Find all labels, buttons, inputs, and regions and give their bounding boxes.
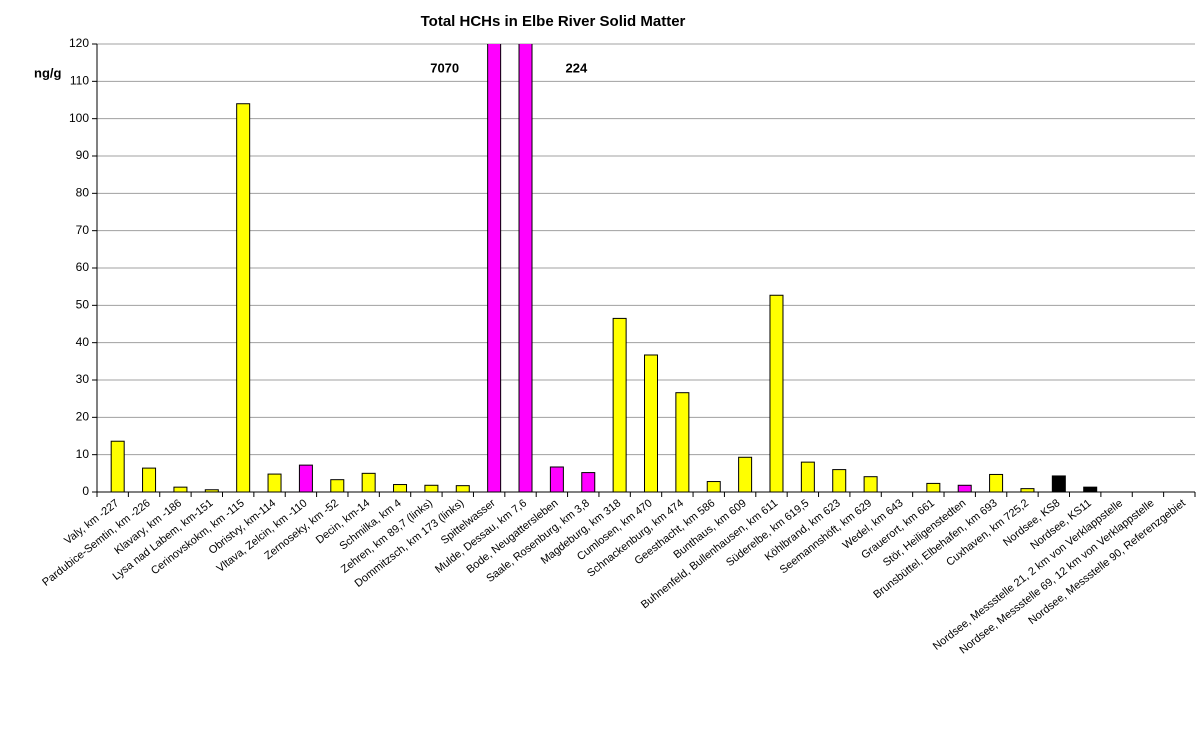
bar (926, 482, 941, 492)
value-label: 224 (566, 60, 588, 75)
bar (267, 473, 282, 492)
bar (236, 103, 251, 492)
y-axis-label: ng/g (34, 65, 61, 80)
bar (863, 476, 878, 492)
y-tick-label: 50 (76, 298, 90, 312)
y-tick-label: 110 (70, 74, 89, 88)
bar (738, 456, 753, 492)
bar (487, 44, 502, 492)
bar (518, 44, 533, 492)
bar (989, 473, 1004, 492)
y-tick-label: 40 (76, 335, 90, 349)
y-tick-label: 60 (76, 260, 90, 274)
bar (1020, 488, 1035, 492)
bar (957, 484, 972, 492)
bar (581, 472, 596, 492)
y-tick-label: 120 (69, 36, 89, 50)
bar (675, 392, 690, 492)
bar (832, 469, 847, 492)
bar (1051, 475, 1066, 492)
y-tick-label: 0 (82, 484, 89, 498)
y-tick-label: 10 (76, 447, 90, 461)
y-tick-label: 100 (69, 111, 89, 125)
bar (644, 354, 658, 492)
bar (612, 317, 627, 492)
bar (706, 481, 721, 492)
bar (549, 466, 564, 492)
bar (173, 486, 188, 492)
bar (1083, 486, 1098, 492)
bar (361, 472, 376, 492)
bar (110, 440, 125, 492)
bar (204, 489, 219, 492)
bars (110, 44, 1098, 492)
chart-title: Total HCHs in Elbe River Solid Matter (421, 13, 686, 30)
bar (142, 467, 157, 492)
bar (455, 485, 470, 492)
y-tick-label: 70 (76, 223, 90, 237)
bar (298, 464, 313, 492)
value-label: 7070 (430, 60, 459, 75)
bar (800, 461, 815, 492)
y-tick-label: 80 (76, 186, 90, 200)
y-tick-label: 90 (76, 148, 90, 162)
bar (393, 484, 408, 492)
bar (330, 479, 345, 492)
y-tick-label: 20 (76, 410, 90, 424)
bar (424, 484, 439, 492)
y-tick-label: 30 (76, 372, 90, 386)
bar (769, 294, 784, 492)
grid (97, 43, 1195, 493)
